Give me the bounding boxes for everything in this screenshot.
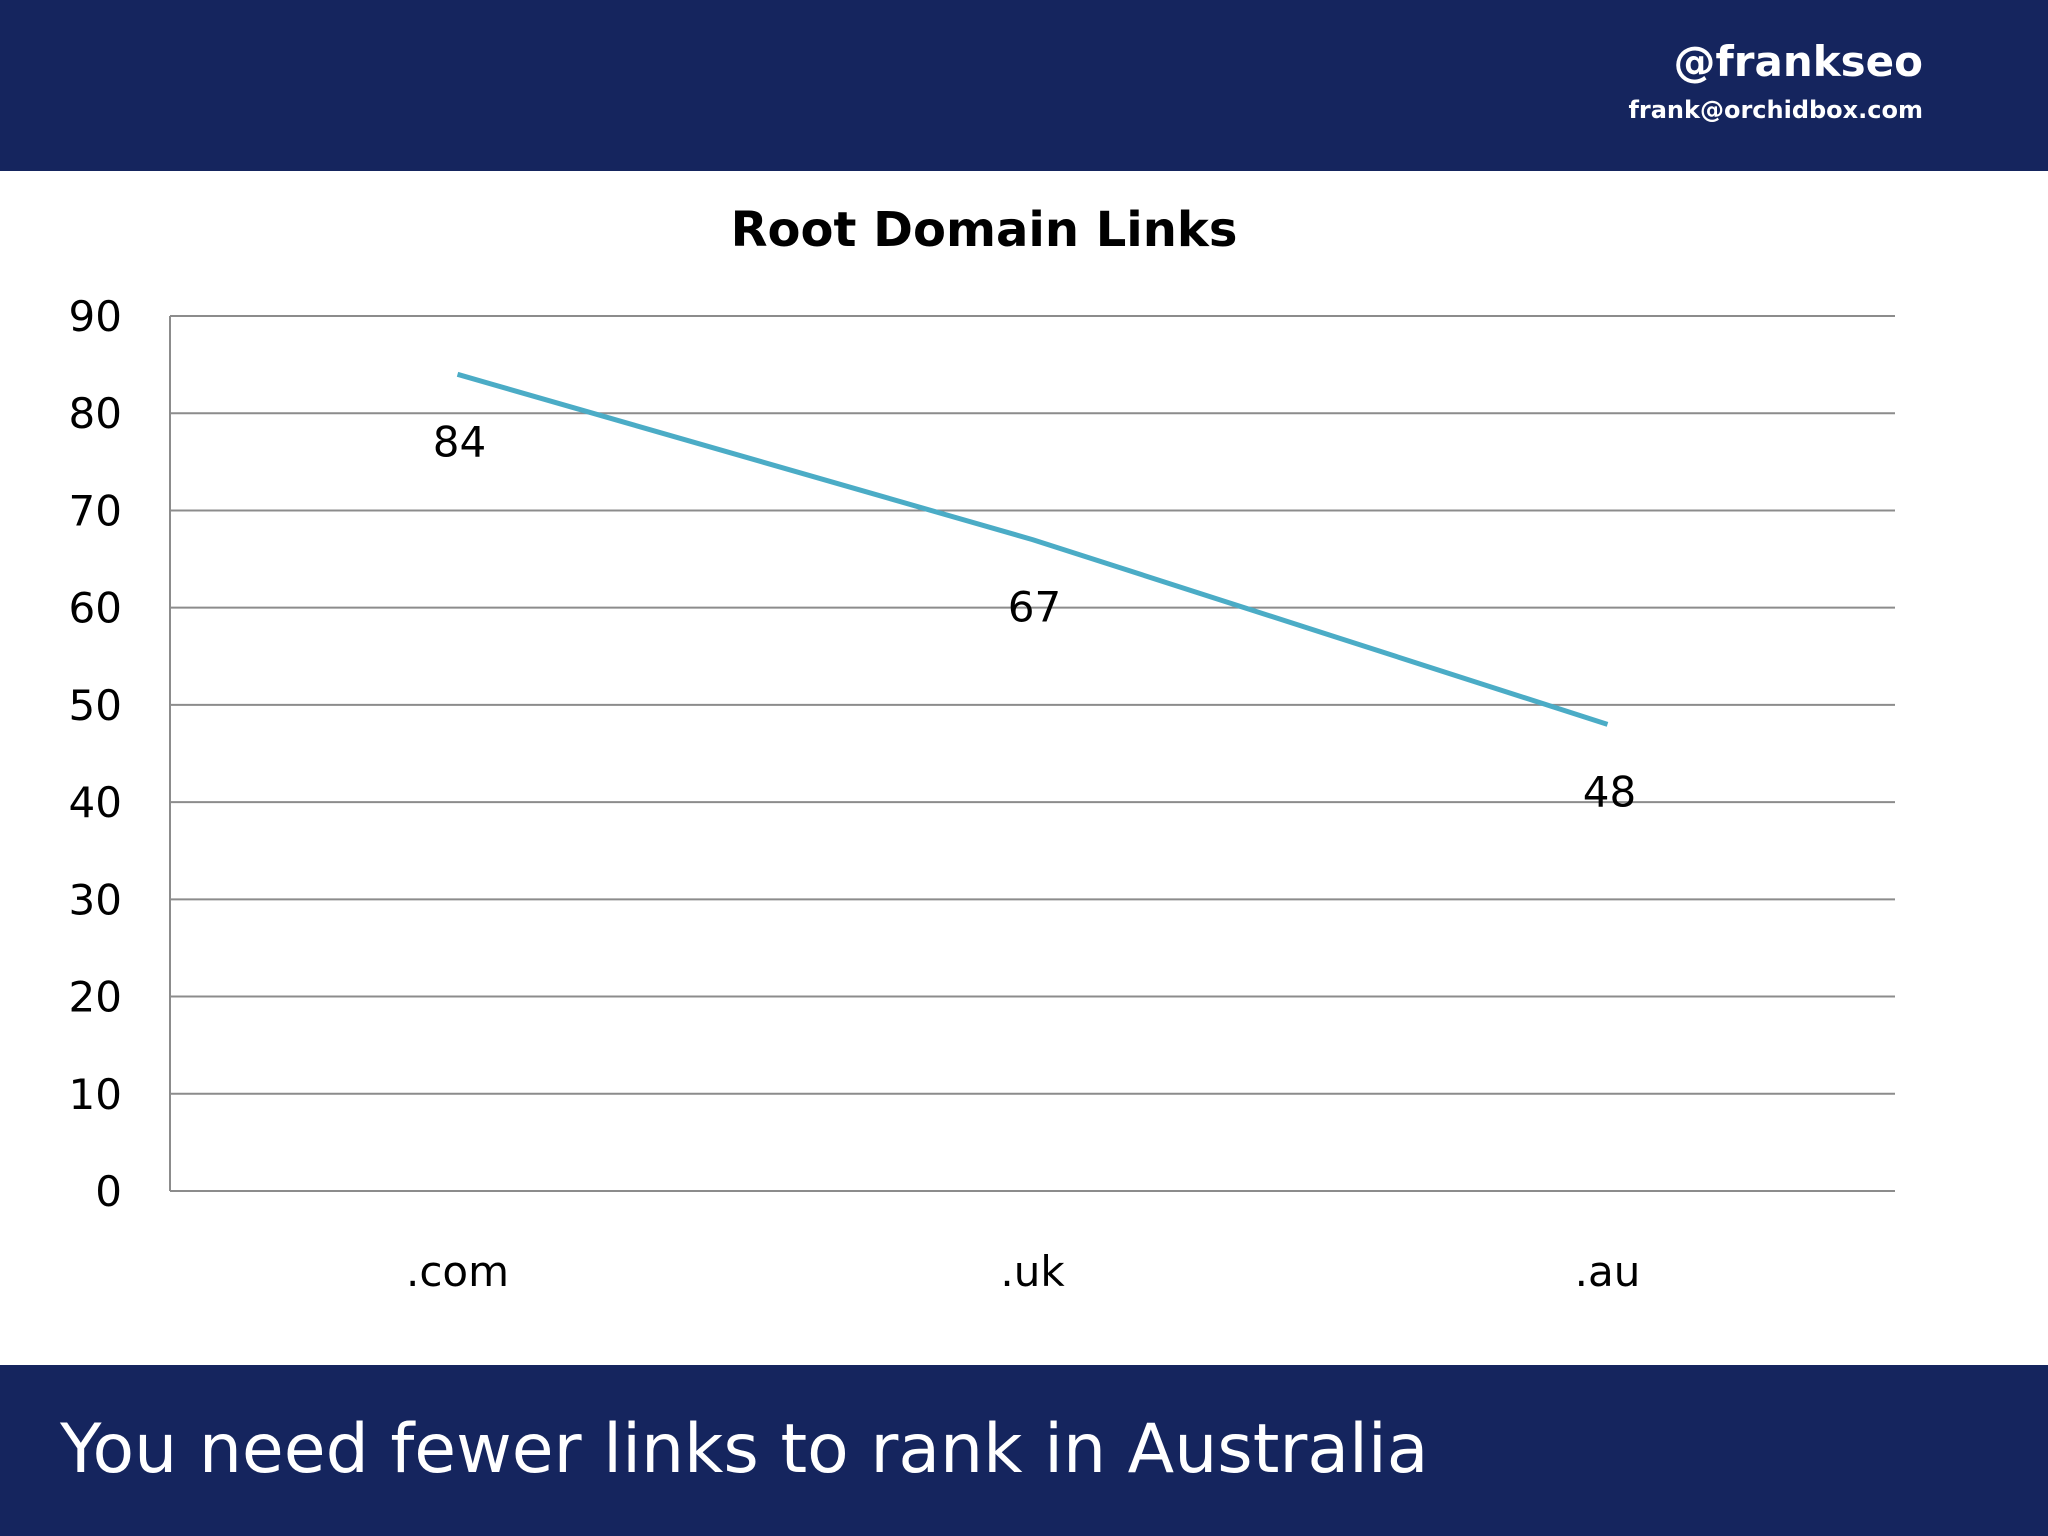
header-bar: @frankseo frank@orchidbox.com <box>0 0 2048 171</box>
x-tick-label: .au <box>1575 1247 1641 1296</box>
contact-email: frank@orchidbox.com <box>1628 96 1923 124</box>
series-line <box>456 371 1609 727</box>
y-tick-label: 0 <box>95 1167 122 1216</box>
y-tick-label: 50 <box>69 681 122 730</box>
x-tick-label: .com <box>406 1247 509 1296</box>
y-axis-tick-labels: 0 10 20 30 40 50 60 70 80 90 <box>69 292 122 1216</box>
data-label: 84 <box>433 417 486 466</box>
y-tick-label: 30 <box>69 875 122 924</box>
data-label: 67 <box>1008 583 1061 632</box>
x-tick-label: .uk <box>1000 1247 1065 1296</box>
y-tick-label: 10 <box>69 1070 122 1119</box>
y-tick-label: 70 <box>69 486 122 535</box>
twitter-handle: @frankseo <box>1673 37 1924 86</box>
data-label: 48 <box>1583 767 1636 816</box>
chart-area: Root Domain Links 0 10 20 30 40 50 60 70 80 90 .c… <box>0 171 2048 1365</box>
series-layer <box>456 371 1609 727</box>
line-chart: Root Domain Links 0 10 20 30 40 50 60 70 80 90 .c… <box>69 202 1895 1296</box>
y-tick-label: 90 <box>69 292 122 341</box>
chart-title: Root Domain Links <box>731 202 1238 258</box>
gridlines <box>169 315 1895 1192</box>
data-labels: 84 67 48 <box>433 417 1636 816</box>
slide-caption: You need fewer links to rank in Australi… <box>60 1410 1429 1489</box>
y-tick-label: 80 <box>69 389 122 438</box>
y-tick-label: 60 <box>69 584 122 633</box>
y-tick-label: 40 <box>69 778 122 827</box>
y-tick-label: 20 <box>69 973 122 1022</box>
footer-bar: You need fewer links to rank in Australi… <box>0 1365 2048 1536</box>
x-axis-tick-labels: .com .uk .au <box>406 1247 1640 1296</box>
